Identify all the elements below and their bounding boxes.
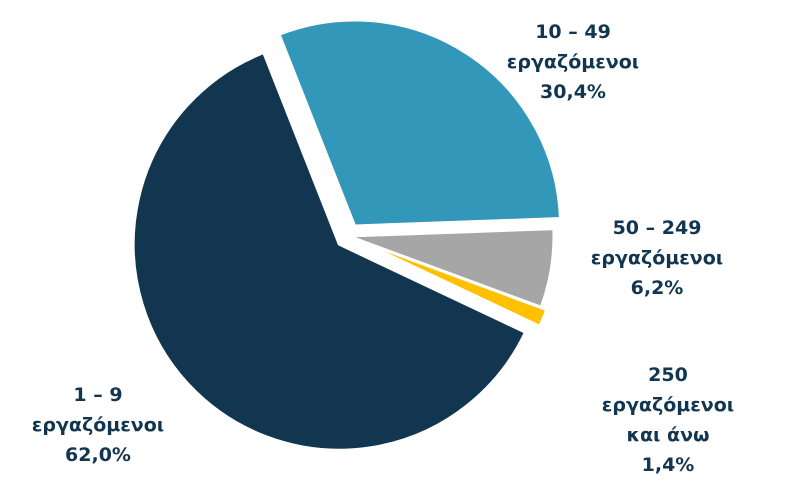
value-label: 30,4% [540, 81, 606, 103]
slice-label: 250 εργαζόμενοι και άνω 1,4% [602, 360, 734, 480]
category-label: 50 – 249 εργαζόμενοι [590, 217, 724, 269]
pie-slice [352, 236, 549, 329]
value-label: 1,4% [641, 454, 695, 476]
value-label: 6,2% [630, 277, 684, 299]
pie-slice [131, 50, 528, 452]
category-label: 1 – 9 εργαζόμενοι [31, 384, 165, 436]
value-label: 62,0% [65, 444, 131, 466]
slice-label: 50 – 249 εργαζόμενοι 6,2% [587, 213, 727, 303]
slice-label: 10 – 49 εργαζόμενοι 30,4% [507, 17, 639, 107]
slice-label: 1 – 9 εργαζόμενοι 62,0% [32, 380, 164, 470]
category-label: 10 – 49 εργαζόμενοι [506, 21, 640, 73]
category-label: 250 εργαζόμενοι και άνω [601, 364, 735, 446]
pie-slice [277, 18, 562, 228]
